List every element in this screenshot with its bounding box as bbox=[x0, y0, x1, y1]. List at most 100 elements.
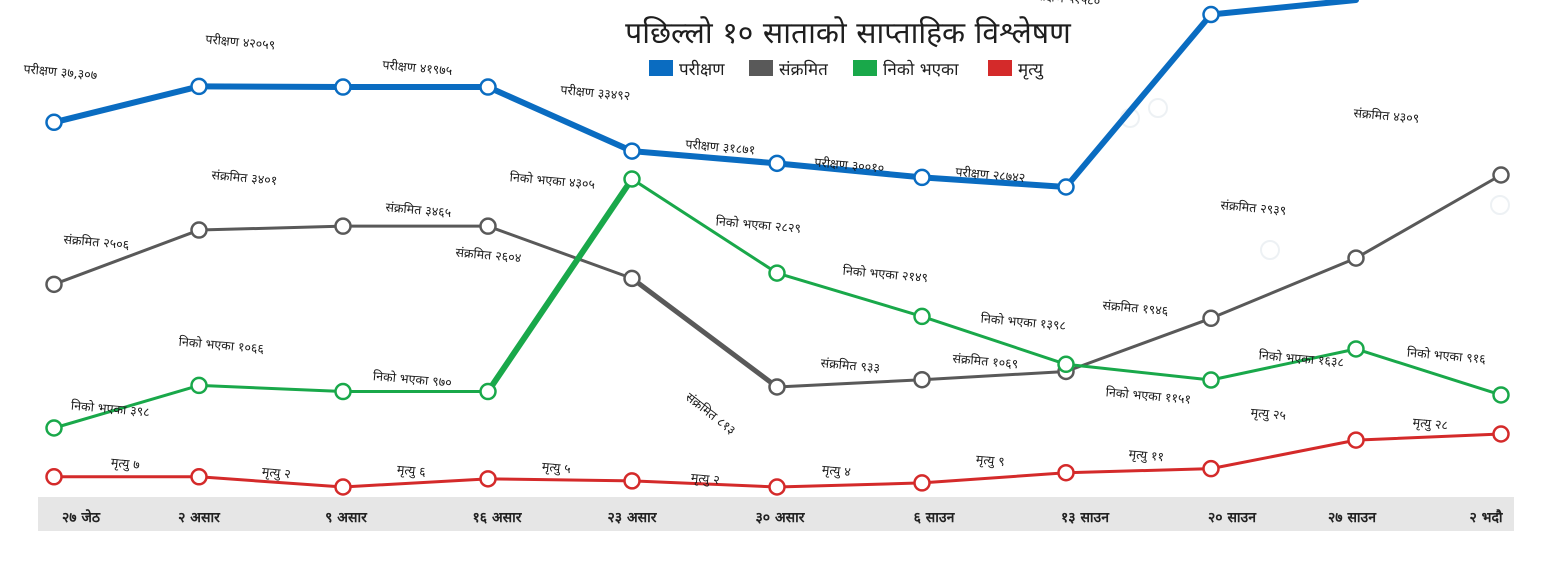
line-segment-deaths bbox=[341, 477, 490, 489]
line-segment-deaths bbox=[1209, 438, 1358, 471]
point-tests bbox=[479, 78, 497, 96]
line-segment-deaths bbox=[197, 475, 345, 489]
data-label-tests: परीक्षण ३००१० bbox=[814, 154, 885, 175]
point-infected bbox=[190, 221, 208, 239]
point-deaths bbox=[1347, 431, 1365, 449]
point-infected bbox=[479, 217, 497, 235]
point-recovered bbox=[334, 382, 352, 401]
data-label-infected: संक्रमित २९३९ bbox=[1220, 197, 1287, 218]
data-label-deaths: मृत्यु ६ bbox=[396, 462, 426, 480]
faded-background-graphic bbox=[1120, 98, 1510, 260]
line-segment-recovered bbox=[920, 314, 1068, 366]
point-recovered bbox=[1202, 371, 1220, 389]
point-tests bbox=[334, 78, 352, 96]
data-label-tests: परीक्षण ५१५८० bbox=[1030, 0, 1101, 9]
line-segment-tests bbox=[1063, 11, 1214, 190]
line-segment-infected bbox=[486, 224, 634, 280]
series-tests: परीक्षण ३७,३०७ परीक्षण ४२०५९ परीक्षण ४१९७५… bbox=[23, 0, 1359, 196]
line-segment-deaths bbox=[630, 479, 779, 489]
x-tick-label: ९ असार bbox=[325, 510, 368, 526]
point-recovered bbox=[190, 376, 208, 395]
point-deaths bbox=[1492, 425, 1510, 443]
data-label-infected: संक्रमित ३४०१ bbox=[211, 167, 278, 188]
point-infected bbox=[1492, 166, 1510, 184]
data-label-tests: परीक्षण ३१८७१ bbox=[685, 136, 756, 157]
point-deaths bbox=[190, 468, 208, 486]
line-segment-deaths bbox=[1354, 432, 1503, 442]
line-segment-infected bbox=[1354, 173, 1503, 260]
line-segment-tests bbox=[485, 84, 635, 155]
point-recovered bbox=[479, 382, 497, 401]
line-segment-recovered bbox=[197, 383, 345, 394]
point-deaths bbox=[45, 468, 63, 486]
line-segment-recovered bbox=[52, 383, 201, 430]
data-label-recovered: निको भएका ११५१ bbox=[1105, 384, 1191, 406]
series-recovered: निको भएका ३९८ निको भएका १०६६ निको भएका ९७०… bbox=[45, 169, 1510, 437]
x-tick-label: २७ जेठ bbox=[62, 509, 101, 526]
line-segment-infected bbox=[629, 275, 780, 390]
line-segment-tests bbox=[51, 83, 202, 126]
data-label-tests: परीक्षण ४१९७५ bbox=[382, 57, 453, 78]
line-segment-infected bbox=[775, 378, 924, 389]
point-recovered bbox=[768, 264, 786, 282]
data-label-recovered: निको भएका १३९८ bbox=[980, 311, 1066, 333]
point-deaths bbox=[623, 472, 641, 490]
legend-label-deaths: मृत्यु bbox=[1018, 60, 1044, 80]
line-segment-infected bbox=[52, 228, 201, 286]
point-recovered bbox=[1057, 355, 1075, 374]
legend-label-recovered: निको भएका bbox=[883, 59, 959, 80]
data-label-tests: परीक्षण ३३४९२ bbox=[560, 82, 631, 103]
line-segment-recovered bbox=[1064, 362, 1213, 382]
line-segment-tests bbox=[196, 83, 346, 91]
data-label-tests: परीक्षण ४२०५९ bbox=[205, 31, 276, 52]
point-recovered bbox=[623, 170, 641, 188]
point-recovered bbox=[913, 307, 931, 326]
data-label-infected: संक्रमित २६०४ bbox=[455, 245, 522, 266]
series-layer: परीक्षण ३७,३०७ परीक्षण ४२०५९ परीक्षण ४१९७५… bbox=[23, 0, 1510, 496]
x-tick-label: २० साउन bbox=[1208, 510, 1257, 526]
point-deaths bbox=[1202, 459, 1220, 478]
data-label-deaths: मृत्यु ९ bbox=[975, 452, 1005, 470]
point-recovered bbox=[1492, 386, 1510, 404]
line-segment-recovered bbox=[630, 177, 779, 275]
line-segment-recovered bbox=[485, 176, 635, 395]
data-label-deaths: मृत्यु ४ bbox=[821, 462, 851, 480]
line-segment-deaths bbox=[920, 471, 1068, 485]
point-deaths bbox=[768, 478, 786, 496]
line-segment-deaths bbox=[1064, 467, 1213, 475]
line-segment-infected bbox=[1064, 316, 1213, 373]
x-tick-label: २७ साउन bbox=[1328, 510, 1377, 526]
data-label-deaths: मृत्यु २८ bbox=[1412, 415, 1449, 434]
point-recovered bbox=[1347, 340, 1365, 358]
data-label-deaths: मृत्यु २ bbox=[690, 470, 720, 488]
line-segment-tests bbox=[919, 174, 1069, 190]
line-segment-recovered bbox=[1209, 347, 1358, 382]
data-label-deaths: मृत्यु ७ bbox=[110, 455, 140, 473]
data-label-deaths: मृत्यु ११ bbox=[1128, 446, 1165, 465]
point-infected bbox=[768, 378, 786, 396]
data-label-recovered: निको भएका १०६६ bbox=[178, 334, 264, 356]
data-label-infected: संक्रमित ९३३ bbox=[820, 355, 880, 375]
line-segment-tests bbox=[629, 148, 780, 167]
data-label-deaths: मृत्यु २ bbox=[261, 464, 291, 482]
x-tick-label: २ असार bbox=[178, 510, 221, 526]
x-tick-label: १६ असार bbox=[473, 510, 523, 526]
point-tests bbox=[190, 77, 208, 96]
point-deaths bbox=[1057, 463, 1075, 482]
x-tick-label: २ भदौ bbox=[1469, 509, 1503, 526]
legend-swatch-infected bbox=[749, 60, 773, 76]
line-segment-recovered bbox=[1354, 347, 1503, 397]
data-label-infected: संक्रमित २५०६ bbox=[63, 232, 130, 253]
data-label-infected: संक्रमित ८१३ bbox=[683, 389, 739, 437]
data-label-tests: परीक्षण ३७,३०७ bbox=[23, 61, 98, 82]
data-label-infected: संक्रमित ३४६५ bbox=[385, 199, 452, 220]
point-deaths bbox=[334, 478, 352, 496]
point-infected bbox=[45, 275, 63, 294]
x-tick-label: ३० असार bbox=[756, 510, 806, 526]
line-segment-tests bbox=[1208, 0, 1359, 18]
watermark-marker-2 bbox=[1260, 240, 1280, 260]
data-label-infected: संक्रमित १०६९ bbox=[952, 351, 1019, 372]
legend-swatch-deaths bbox=[988, 60, 1012, 76]
point-deaths bbox=[913, 474, 931, 492]
